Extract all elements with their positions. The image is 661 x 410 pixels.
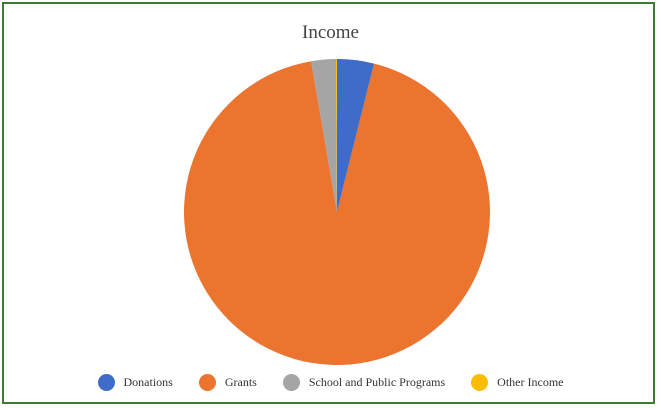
chart-title: Income bbox=[302, 22, 359, 43]
pie-slice-donations bbox=[337, 59, 375, 212]
legend-item: Donations bbox=[97, 374, 173, 391]
legend-item: School and Public Programs bbox=[282, 374, 446, 391]
legend-swatch bbox=[97, 374, 115, 391]
legend-label: Other Income bbox=[497, 375, 564, 389]
legend-swatch bbox=[282, 374, 300, 391]
legend-label: Donations bbox=[123, 375, 173, 389]
legend-swatch bbox=[198, 374, 216, 391]
legend-label: School and Public Programs bbox=[308, 375, 446, 389]
legend-item: Grants bbox=[198, 374, 257, 391]
legend-swatch bbox=[471, 374, 489, 391]
pie-slice-school-and-public-programs bbox=[311, 59, 337, 212]
pie-slice-other-income bbox=[336, 59, 337, 212]
chart-legend: Donations Grants School and Public Program… bbox=[0, 374, 661, 391]
legend-label: Grants bbox=[224, 375, 257, 389]
legend-item: Other Income bbox=[471, 374, 563, 391]
pie-slice-grants bbox=[183, 61, 490, 366]
